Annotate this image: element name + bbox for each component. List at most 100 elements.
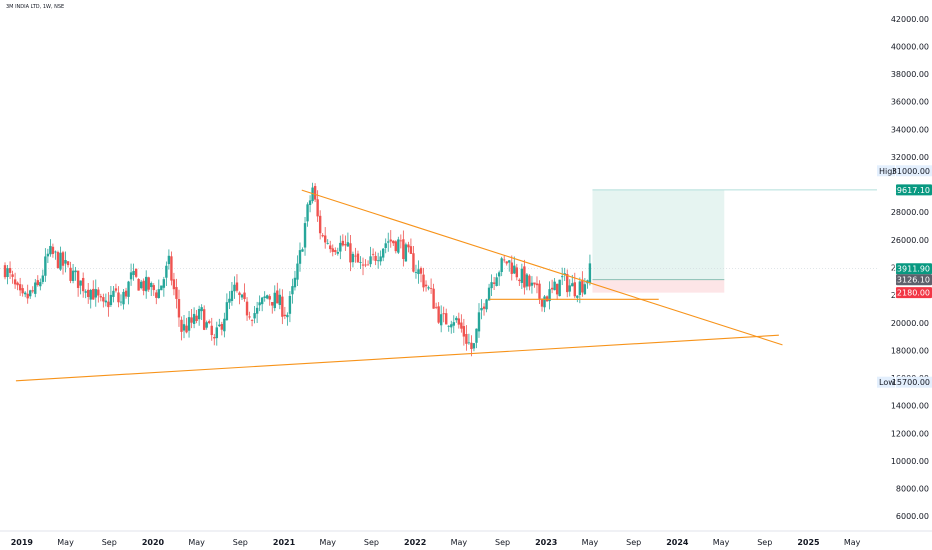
- candle[interactable]: [276, 282, 279, 304]
- candle[interactable]: [3, 262, 7, 280]
- candle[interactable]: [384, 238, 387, 254]
- candle[interactable]: [253, 306, 256, 324]
- candle[interactable]: [114, 283, 118, 293]
- candle[interactable]: [291, 278, 294, 304]
- candle[interactable]: [445, 308, 448, 325]
- candle[interactable]: [535, 276, 539, 294]
- candle[interactable]: [286, 312, 289, 326]
- candle[interactable]: [187, 310, 191, 338]
- candle[interactable]: [540, 298, 544, 312]
- candle[interactable]: [543, 294, 546, 313]
- candle[interactable]: [59, 246, 62, 271]
- candle[interactable]: [376, 252, 380, 269]
- candle[interactable]: [351, 251, 355, 268]
- candle[interactable]: [296, 255, 299, 287]
- candle[interactable]: [11, 270, 14, 284]
- candle[interactable]: [437, 302, 440, 324]
- candle[interactable]: [306, 202, 309, 227]
- candle[interactable]: [202, 305, 206, 331]
- candle[interactable]: [177, 289, 181, 327]
- candle[interactable]: [102, 293, 105, 308]
- candle[interactable]: [260, 296, 264, 312]
- candle[interactable]: [293, 270, 297, 291]
- candle[interactable]: [329, 240, 332, 253]
- candle[interactable]: [155, 289, 158, 305]
- candle[interactable]: [414, 264, 418, 279]
- candle[interactable]: [457, 312, 461, 329]
- candle[interactable]: [341, 234, 345, 247]
- candle[interactable]: [485, 298, 488, 313]
- candle[interactable]: [397, 236, 400, 255]
- candle[interactable]: [41, 269, 45, 285]
- candle[interactable]: [283, 306, 287, 320]
- candle[interactable]: [336, 247, 340, 256]
- candle[interactable]: [144, 270, 148, 299]
- candle[interactable]: [94, 279, 97, 307]
- candle[interactable]: [129, 263, 133, 286]
- candle[interactable]: [560, 267, 564, 286]
- candle[interactable]: [447, 325, 450, 332]
- candle[interactable]: [23, 291, 27, 298]
- stop-zone[interactable]: [592, 279, 725, 293]
- candle[interactable]: [558, 279, 561, 297]
- candle[interactable]: [61, 250, 65, 275]
- candle[interactable]: [119, 294, 123, 306]
- candle[interactable]: [195, 309, 198, 324]
- candle[interactable]: [190, 309, 193, 329]
- candle[interactable]: [175, 278, 178, 309]
- candle[interactable]: [422, 267, 425, 292]
- candle[interactable]: [339, 235, 342, 260]
- candle[interactable]: [228, 291, 231, 310]
- candle[interactable]: [308, 195, 312, 213]
- candle[interactable]: [389, 230, 392, 248]
- candle[interactable]: [465, 325, 468, 351]
- candle[interactable]: [298, 242, 302, 272]
- candle[interactable]: [555, 283, 559, 300]
- candle[interactable]: [245, 297, 249, 321]
- candle[interactable]: [407, 241, 410, 253]
- candle[interactable]: [321, 233, 324, 238]
- candle[interactable]: [139, 279, 143, 290]
- candle[interactable]: [192, 307, 196, 329]
- candle[interactable]: [167, 249, 171, 270]
- candle[interactable]: [588, 254, 592, 286]
- candle[interactable]: [218, 318, 221, 328]
- candle[interactable]: [394, 240, 397, 254]
- candle[interactable]: [475, 328, 478, 349]
- candle[interactable]: [71, 264, 75, 284]
- candle[interactable]: [419, 266, 423, 283]
- candle[interactable]: [266, 294, 269, 300]
- candle[interactable]: [326, 239, 329, 245]
- candle[interactable]: [379, 250, 382, 266]
- candle[interactable]: [54, 250, 57, 260]
- candle[interactable]: [46, 248, 50, 264]
- candle[interactable]: [74, 266, 77, 281]
- candle[interactable]: [160, 285, 163, 291]
- candle[interactable]: [538, 280, 541, 305]
- candle[interactable]: [150, 281, 153, 297]
- candle[interactable]: [248, 311, 251, 320]
- candle[interactable]: [487, 283, 491, 301]
- candle[interactable]: [402, 230, 405, 267]
- candle[interactable]: [18, 277, 22, 296]
- candle[interactable]: [513, 256, 516, 275]
- candle[interactable]: [324, 227, 327, 249]
- candle[interactable]: [472, 343, 476, 352]
- candle[interactable]: [180, 316, 183, 341]
- candle[interactable]: [200, 304, 203, 321]
- candle[interactable]: [122, 289, 125, 310]
- candle[interactable]: [29, 289, 32, 299]
- candle[interactable]: [550, 279, 554, 294]
- candle[interactable]: [530, 276, 534, 294]
- candle[interactable]: [349, 234, 352, 272]
- candle[interactable]: [477, 303, 481, 338]
- candle[interactable]: [210, 317, 213, 341]
- candle[interactable]: [13, 272, 17, 289]
- candle[interactable]: [230, 281, 234, 306]
- candle[interactable]: [515, 263, 519, 281]
- candle[interactable]: [566, 269, 569, 298]
- candle[interactable]: [124, 287, 128, 299]
- candle[interactable]: [490, 274, 493, 297]
- candle[interactable]: [273, 285, 276, 312]
- target-zone[interactable]: [592, 189, 725, 280]
